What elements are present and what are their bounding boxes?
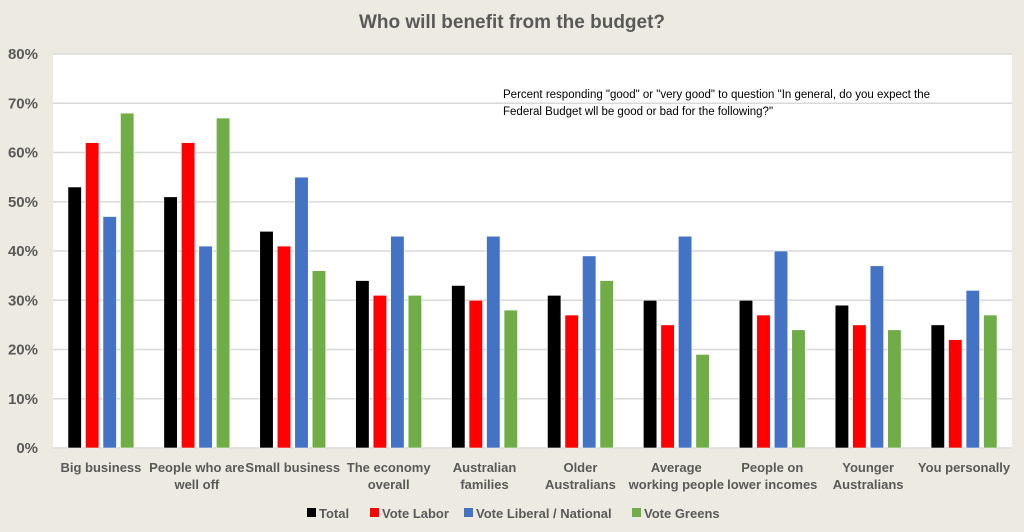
bar-total [163,196,178,449]
bar-vote-greens [311,270,327,449]
bar-total [834,304,849,449]
x-tick-label: You personally [918,460,1011,475]
bar-vote-liberal-national [678,235,693,449]
x-tick-label: Australian [453,460,517,475]
x-tick-label: lower incomes [727,477,817,492]
x-tick-label: Older [563,460,597,475]
bar-vote-labor [276,245,292,449]
annotation-line: Federal Budget wll be good or bad for th… [503,106,773,118]
x-tick-label: well off [173,477,219,492]
x-axis: Big business People who are well off Small … [60,460,1010,492]
y-tick-label: 50% [8,194,38,211]
bar-vote-labor [468,299,483,449]
bar-vote-greens [503,309,518,449]
bar-vote-greens [599,280,614,449]
x-tick-label: working people [628,477,724,492]
bar-vote-greens [983,314,998,449]
legend-swatch [632,508,641,517]
y-tick-label: 40% [8,243,38,260]
bar-vote-greens [120,112,135,449]
y-axis: 0% 10% 20% 30% 40% 50% 60% 70% 80% [8,46,38,457]
legend-item: Vote Liberal / National [464,506,612,521]
bar-vote-liberal-national [869,265,884,449]
legend-item: Total [307,506,349,521]
legend-label: Total [319,506,349,521]
y-tick-label: 10% [8,391,38,408]
bar-vote-liberal-national [198,245,213,449]
x-tick-label: overall [368,477,410,492]
bar-total [643,299,658,449]
x-tick-label: Small business [245,460,340,475]
legend-swatch [307,508,316,517]
bar-vote-liberal-national [582,255,597,449]
bar-vote-labor [85,142,100,449]
bar-vote-greens [887,329,902,449]
bar-vote-greens [216,117,231,449]
y-tick-label: 80% [8,46,38,63]
y-tick-label: 30% [8,292,38,309]
bars [67,112,998,449]
x-tick-label: The economy [347,460,432,475]
bar-vote-liberal-national [486,235,501,449]
bar-vote-labor [948,339,963,449]
bar-total [259,231,274,449]
x-tick-label: Big business [60,460,141,475]
bar-vote-liberal-national [773,250,789,449]
legend: Total Vote Labor Vote Liberal / National Vo… [307,506,720,521]
x-tick-label: families [460,477,508,492]
legend-item: Vote Greens [632,506,720,521]
legend-swatch [370,508,379,517]
annotation: Percent responding "good" or "very good"… [503,89,930,118]
bar-vote-liberal-national [102,216,117,449]
x-tick-label: Younger [842,460,894,475]
bar-total [547,295,562,449]
y-tick-label: 60% [8,145,38,162]
legend-label: Vote Liberal / National [476,506,612,521]
bar-vote-liberal-national [390,235,405,449]
bar-vote-greens [695,354,710,449]
x-tick-label: Australians [833,477,904,492]
bar-vote-labor [852,324,867,449]
bar-total [738,299,754,449]
bar-vote-greens [791,329,806,449]
chart-title: Who will benefit from the budget? [359,12,665,33]
y-tick-label: 20% [8,342,38,359]
x-tick-label: Average [651,460,702,475]
annotation-line: Percent responding "good" or "very good"… [503,89,930,101]
legend-swatch [464,508,473,517]
bar-total [451,285,466,449]
legend-item: Vote Labor [370,506,449,521]
bar-vote-labor [756,314,771,449]
bar-vote-liberal-national [965,290,980,449]
bar-total [930,324,945,449]
x-tick-label: People who are [149,460,244,475]
legend-label: Vote Greens [644,506,720,521]
bar-vote-labor [660,324,675,449]
bar-vote-labor [564,314,579,449]
bar-vote-labor [181,142,196,449]
bar-vote-labor [372,295,387,449]
y-tick-label: 0% [16,440,38,457]
gridlines [53,53,1012,449]
bar-vote-liberal-national [294,176,309,449]
x-tick-label: Australians [545,477,616,492]
y-tick-label: 70% [8,95,38,112]
legend-label: Vote Labor [382,506,449,521]
bar-vote-greens [407,295,422,449]
bar-total [67,186,82,449]
x-tick-label: People on [741,460,803,475]
bar-total [355,280,370,449]
